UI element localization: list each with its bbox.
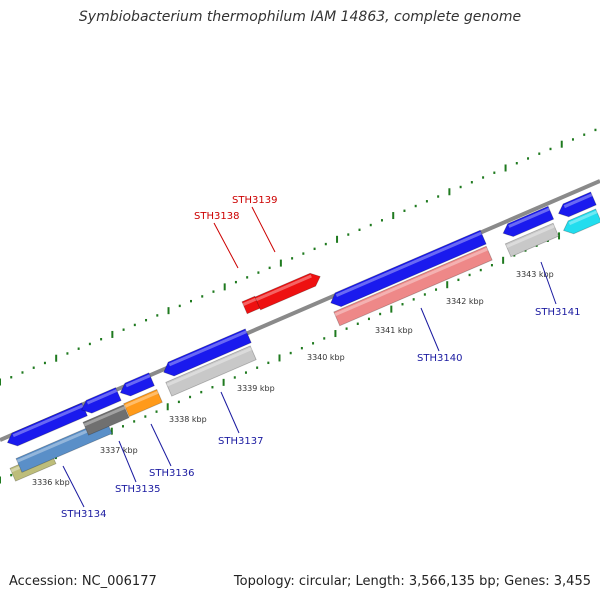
gene-pink-body: [333, 245, 493, 327]
gene-pink-highlight: [334, 247, 489, 317]
gene-blue-highlight: [335, 231, 483, 297]
gene-label-leader: [420, 307, 440, 352]
gene-blue: [163, 328, 252, 377]
scale-label: 3337 kbp: [100, 446, 138, 455]
gene-blue-body: [502, 205, 555, 237]
accession-text: Accession: NC_006177: [9, 574, 157, 589]
scale-labels: 3336 kbp 3337 kbp 3338 kbp 3339 kbp 3340 kbp…: [32, 270, 554, 487]
gene-blue: [557, 191, 597, 218]
gene-label-leader: [213, 222, 239, 269]
gene-darkgray-highlight: [83, 406, 126, 427]
gene-blue-body: [81, 387, 122, 414]
scale-label: 3342 kbp: [446, 297, 484, 306]
gene-label-leader: [220, 391, 240, 434]
gene-blue: [119, 372, 155, 397]
scale-label: 3343 kbp: [516, 270, 554, 279]
gene-blue: [502, 205, 555, 237]
gene-label-leader: [118, 440, 137, 483]
scale-label: 3338 kbp: [169, 415, 207, 424]
gene-blue: [81, 387, 122, 414]
inner-tick-track: [0, 220, 594, 484]
scale-label: 3340 kbp: [307, 353, 345, 362]
gene-blue-highlight: [86, 389, 118, 405]
gene-gray: [165, 345, 257, 397]
gene-label: STH3136: [149, 468, 194, 479]
gene-cyan-highlight: [568, 210, 598, 226]
gene-pink: [333, 245, 493, 327]
gene-steel-highlight: [16, 421, 108, 463]
gene-red-highlight: [242, 297, 257, 306]
genome-summary-text: Topology: circular; Length: 3,566,135 bp…: [233, 574, 591, 589]
gene-gray-body: [504, 222, 560, 258]
gene-label: STH3140: [417, 353, 462, 364]
gene-orange-highlight: [124, 390, 159, 408]
gene-label: STH3141: [535, 307, 580, 318]
gene-red: [254, 272, 321, 311]
gene-cyan: [562, 208, 600, 235]
gene-blue-body: [330, 229, 487, 308]
gene-darkgray-body: [82, 404, 130, 436]
gene-orange: [123, 388, 163, 418]
gene-cyan-body: [562, 208, 600, 235]
gene-blue-highlight: [125, 374, 151, 388]
gene-gray-body: [165, 345, 257, 397]
scale-label: 3336 kbp: [32, 478, 70, 487]
gene-labels: STH3134 STH3135 STH3136 STH3137 STH3138 STH31…: [61, 195, 580, 520]
gene-blue: [330, 229, 487, 308]
gene-label: STH3135: [115, 484, 160, 495]
gene-label-leader: [150, 423, 172, 467]
gene-features: [6, 191, 600, 482]
gene-blue-body: [163, 328, 252, 377]
gene-darkgray: [82, 404, 130, 436]
gene-red-highlight: [255, 274, 312, 302]
gene-blue-highlight: [563, 193, 593, 209]
gene-blue-body: [557, 191, 597, 218]
gene-label: STH3138: [194, 211, 239, 222]
scale-label: 3341 kbp: [375, 326, 413, 335]
gene-gray-highlight: [166, 347, 253, 387]
map-title: Symbiobacterium thermophilum IAM 14863, …: [78, 9, 522, 25]
gene-label-leader: [540, 261, 557, 305]
gene-label-leader: [251, 206, 276, 253]
gene-label: STH3134: [61, 509, 106, 520]
gene-blue-highlight: [168, 330, 248, 367]
outer-tick-track: [0, 128, 597, 386]
gene-blue-highlight: [12, 404, 84, 438]
gene-label-leader: [62, 465, 85, 508]
gene-label: STH3137: [218, 436, 263, 447]
gene-blue-body: [119, 372, 155, 397]
gene-label: STH3139: [232, 195, 277, 206]
gene-orange-body: [123, 388, 163, 418]
gene-gray-highlight: [505, 224, 555, 249]
gene-gray: [504, 222, 560, 258]
gene-red-body: [254, 272, 321, 311]
gene-blue-highlight: [508, 207, 550, 228]
scale-label: 3339 kbp: [237, 384, 275, 393]
